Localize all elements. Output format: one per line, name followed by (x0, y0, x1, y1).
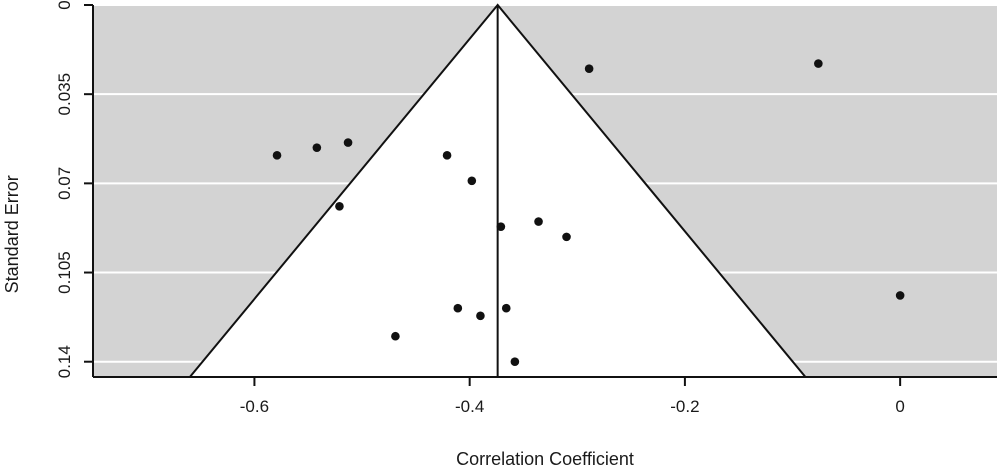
x-tick-label: -0.2 (670, 397, 699, 416)
study-point (510, 357, 520, 367)
x-tick-label: 0 (895, 397, 904, 416)
study-point (501, 303, 511, 313)
axes: -0.6 -0.4 -0.2 0 0 0.035 0.07 0.105 0.14 (55, 0, 997, 416)
study-point (312, 143, 322, 152)
study-point (496, 222, 506, 231)
study-point (476, 311, 485, 321)
y-axis-label: Standard Error (2, 175, 22, 293)
x-axis-ticks: -0.6 -0.4 -0.2 0 (240, 377, 905, 416)
study-point (391, 331, 400, 341)
x-tick-label: -0.4 (455, 397, 484, 416)
y-tick-label: 0.07 (55, 167, 74, 200)
y-tick-label: 0.035 (55, 73, 74, 116)
x-tick-label: -0.6 (240, 397, 269, 416)
study-point (467, 176, 477, 186)
y-tick-label: 0 (55, 0, 74, 9)
y-tick-label: 0.14 (55, 345, 74, 378)
x-axis-label: Correlation Coefficient (456, 449, 634, 469)
study-points (272, 59, 905, 367)
study-point (584, 64, 594, 73)
y-axis-ticks: 0 0.035 0.07 0.105 0.14 (55, 0, 93, 378)
study-point (814, 59, 823, 68)
study-point (562, 232, 571, 242)
study-point (453, 303, 463, 313)
y-tick-label: 0.105 (55, 251, 74, 294)
study-point (343, 138, 353, 147)
study-point (272, 151, 282, 160)
study-point (335, 201, 344, 211)
study-point (534, 217, 543, 226)
study-point (895, 291, 905, 300)
study-point (442, 151, 452, 160)
